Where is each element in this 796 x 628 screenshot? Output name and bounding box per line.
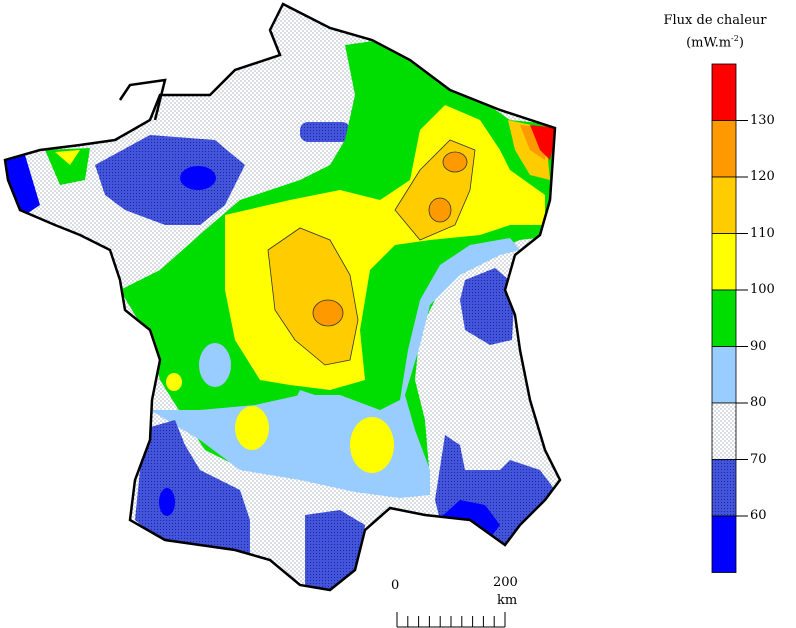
legend-swatch-50-60 bbox=[711, 515, 737, 573]
legend-title-exponent: -2 bbox=[731, 34, 739, 43]
zone-60-70-brittany bbox=[95, 135, 245, 225]
legend-swatch-70-80 bbox=[711, 402, 737, 460]
legend-tick-label-60: 60 bbox=[750, 508, 767, 523]
scale-end-label: 200 bbox=[493, 575, 518, 590]
zone-below-60-pyrenees bbox=[159, 488, 175, 516]
legend-tick-label-130: 130 bbox=[750, 112, 775, 128]
zone-110-120-center bbox=[268, 228, 358, 365]
legend-tick-label-70: 70 bbox=[750, 451, 767, 467]
legend-title-line1: Flux de chaleur bbox=[663, 13, 767, 28]
scale-unit-label: km bbox=[497, 593, 518, 608]
zone-above-130-alsace bbox=[530, 125, 558, 160]
legend-tick-label-110: 110 bbox=[750, 225, 775, 241]
zone-60-70-normandy bbox=[300, 122, 350, 142]
legend-swatch-60-70 bbox=[711, 459, 737, 517]
zone-120-130-lorraine bbox=[443, 152, 467, 172]
zone-below-60-brittany bbox=[180, 166, 216, 190]
legend-title-close: ) bbox=[738, 35, 744, 51]
legend-tick-label-100: 100 bbox=[750, 282, 775, 297]
zone-120-130-center bbox=[313, 300, 343, 326]
zone-100-110-dordogne bbox=[235, 406, 269, 450]
isolines bbox=[267, 139, 476, 366]
zone-60-70-pyrenees-west bbox=[135, 420, 250, 560]
legend-title: Flux de chaleur (mW.m-2) bbox=[655, 12, 775, 52]
zone-90-100-tregor bbox=[45, 148, 90, 185]
scale-bar bbox=[396, 612, 506, 628]
zone-100-110-charente bbox=[166, 373, 182, 391]
zone-100-110-cevennes bbox=[350, 417, 394, 473]
legend-swatch-110-120 bbox=[711, 176, 737, 234]
legend-swatch-80-90 bbox=[711, 346, 737, 404]
zone-60-70-alps bbox=[460, 268, 515, 345]
legend-color-bar bbox=[711, 63, 748, 573]
zone-120-130-champagne bbox=[429, 198, 451, 222]
legend-tick-label-120: 120 bbox=[750, 169, 775, 184]
legend-swatch-130-140 bbox=[711, 63, 737, 121]
legend-swatch-90-100 bbox=[711, 289, 737, 347]
zone-80-90-limousin bbox=[199, 343, 231, 387]
legend-tick-label-90: 90 bbox=[750, 338, 767, 354]
legend-swatch-100-110 bbox=[711, 233, 737, 291]
zone-60-70-pyrenees-east bbox=[305, 510, 365, 590]
zone-100-110-tregor bbox=[55, 150, 80, 165]
legend-title-line2: (mW.m-2) bbox=[655, 30, 775, 52]
cotentin-border bbox=[118, 78, 167, 121]
legend-tick-label-80: 80 bbox=[750, 395, 767, 410]
map-fill-layers bbox=[5, 4, 560, 590]
legend-swatch-120-130 bbox=[711, 120, 737, 178]
scale-start-label: 0 bbox=[391, 578, 400, 593]
zone-80-90-massif bbox=[285, 390, 340, 470]
legend-title-unit: (mW.m bbox=[686, 35, 732, 51]
